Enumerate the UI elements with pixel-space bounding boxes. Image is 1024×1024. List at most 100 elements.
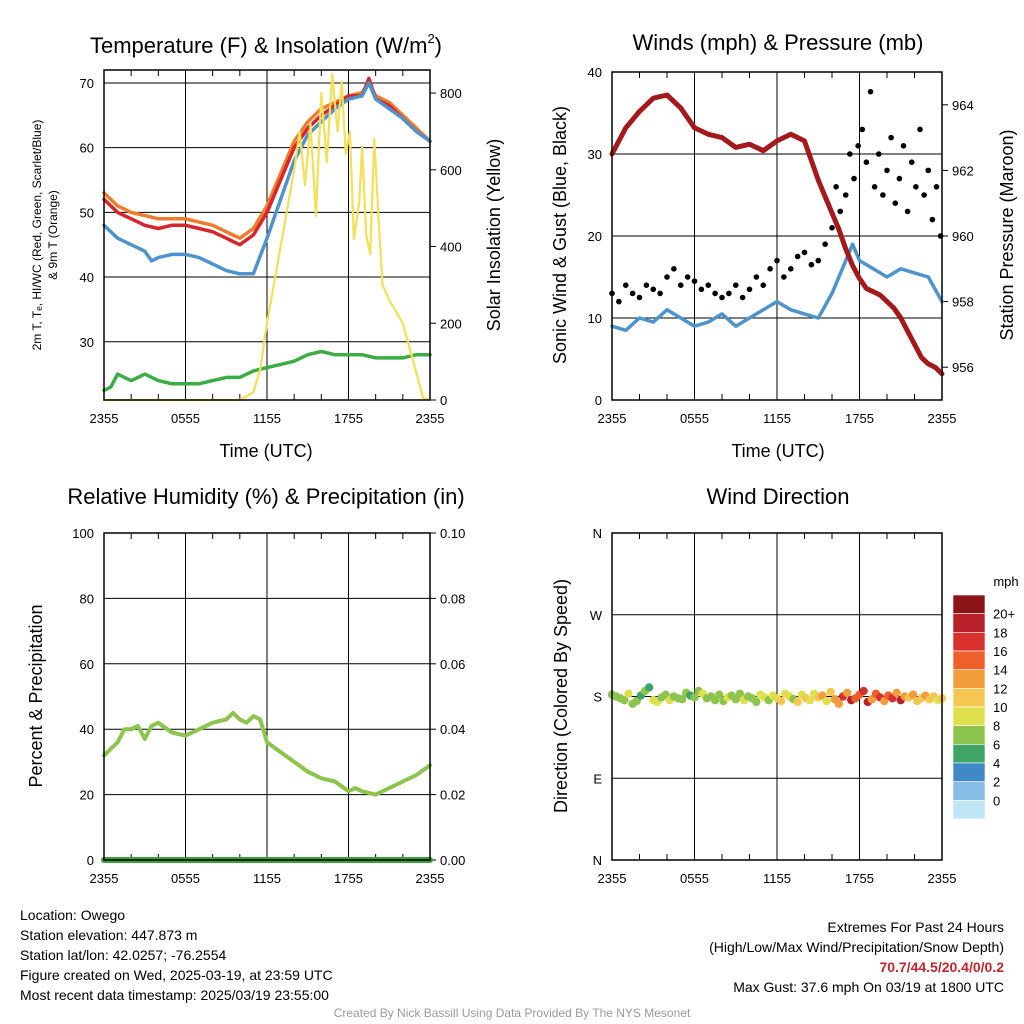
direction-point [822, 696, 831, 706]
direction-point [620, 695, 629, 705]
winds-black-point [719, 294, 725, 301]
winds-y-tick-label: 20 [588, 229, 602, 244]
wind_direction-y-tick-label: S [593, 690, 602, 705]
extremes-info: Extremes For Past 24 Hours (High/Low/Max… [709, 917, 1004, 997]
winds-y-axis-title: Sonic Wind & Gust (Blue, Black) [550, 106, 570, 364]
direction-point [826, 687, 835, 697]
direction-point [859, 686, 868, 696]
winds-x-tick-label: 0555 [680, 411, 709, 426]
direction-point [735, 689, 745, 698]
direction-point [677, 695, 687, 704]
direction-point [793, 697, 802, 707]
humidity-title: Relative Humidity (%) & Precipitation (i… [67, 484, 464, 509]
winds-y-right-tick-label: 960 [952, 229, 974, 244]
direction-point [690, 693, 699, 702]
winds-black-point [929, 216, 936, 223]
figure-created: Figure created on Wed, 2025-03-19, at 23… [20, 967, 333, 983]
winds-frame [611, 71, 943, 401]
winds-black-point [829, 225, 835, 231]
colorbar-swatch [952, 650, 986, 670]
speed-colorbar: mph 20+ 18 16 14 12 10 8 6 4 2 0 [952, 574, 1019, 820]
temperature-x-tick-label: 0555 [171, 411, 200, 426]
direction-point [624, 689, 633, 698]
temperature-plot: 2355 0555 1155 1755 2355 30 40 50 60 70 0 200 400 600… [80, 69, 462, 426]
colorbar-swatch [952, 688, 986, 708]
winds-black-point [712, 290, 718, 297]
colorbar-label: 16 [993, 644, 1007, 659]
wind_direction-x-tick-label: 2355 [928, 871, 957, 886]
temperature-y-tick-label: 70 [80, 76, 94, 91]
colorbar-swatch [952, 800, 986, 820]
winds-panel: Winds (mph) & Pressure (mb) 2355 0555 1155… [550, 30, 1017, 461]
winds-black-point [913, 184, 919, 190]
winds-black-point [925, 167, 932, 174]
colorbar-swatch [952, 762, 986, 782]
colorbar-label: 10 [993, 700, 1007, 715]
colorbar-swatch [952, 781, 986, 801]
station-location: Location: Owego [20, 907, 126, 923]
colorbar-label: 8 [993, 719, 1000, 734]
winds-black-point [859, 126, 866, 133]
winds-black-point [691, 278, 698, 284]
temperature-y-right-tick-label: 0 [440, 393, 447, 408]
winds-y-right-tick-label: 956 [952, 360, 974, 375]
station-info: Location: Owego Station elevation: 447.8… [20, 905, 333, 1005]
humidity-x-tick-label: 2355 [90, 871, 119, 886]
winds-black-point [760, 282, 767, 289]
humidity-x-tick-label: 0555 [171, 871, 200, 886]
winds-black-point [664, 274, 670, 280]
humidity-y-right-tick-label: 0.02 [440, 788, 465, 803]
winds-black-point [671, 266, 677, 272]
winds-black-point [833, 184, 839, 190]
temperature-green-line [102, 349, 432, 393]
colorbar-label: 20+ [993, 607, 1015, 622]
temperature-y-right-tick-label: 800 [440, 86, 462, 101]
humidity-y-tick-label: 0 [87, 853, 94, 868]
winds-black-point [746, 286, 753, 293]
winds-y-right-tick-label: 962 [952, 163, 974, 178]
winds-black-point [677, 282, 684, 289]
winds-black-point [739, 294, 746, 301]
temperature-y-axis-title-line2: & 9m T (Orange) [46, 190, 60, 280]
winds-black-point [657, 290, 663, 297]
winds-black-point [908, 159, 915, 165]
colorbar-label: 2 [993, 775, 1000, 790]
direction-point [752, 697, 761, 707]
temperature-x-tick-label: 2355 [90, 411, 119, 426]
winds-y-right-tick-label: 958 [952, 295, 974, 310]
winds-y-tick-label: 10 [588, 311, 602, 326]
winds-black-point [847, 151, 853, 157]
winds-black-point [842, 192, 849, 198]
winds-black-point [855, 143, 861, 149]
temperature-x-tick-label: 2355 [416, 411, 445, 426]
winds-y-tick-label: 40 [588, 65, 602, 80]
winds-blue-line [610, 242, 944, 333]
temperature-y-tick-label: 30 [80, 335, 94, 350]
colorbar-swatch [952, 744, 986, 764]
colorbar-swatch [952, 725, 986, 745]
winds-black-point [629, 290, 636, 297]
winds-black-point [753, 274, 760, 280]
winds-black-point [892, 200, 899, 206]
humidity-y-tick-label: 80 [80, 591, 94, 606]
winds-y-tick-label: 0 [595, 393, 602, 408]
winds-black-point [732, 282, 739, 289]
humidity-x-tick-label: 1155 [253, 871, 281, 886]
direction-point [834, 699, 844, 708]
direction-y-axis-title: Direction (Colored By Speed) [551, 579, 571, 813]
extremes-title: Extremes For Past 24 Hours [827, 919, 1004, 935]
colorbar-label: 12 [993, 681, 1007, 696]
colorbar-swatch [952, 632, 986, 652]
winds-x-tick-label: 1755 [845, 411, 874, 426]
winds-black-point [884, 167, 890, 174]
temperature-frame [103, 69, 431, 401]
temperature-x-axis-title: Time (UTC) [219, 441, 312, 461]
temperature-panel: Temperature (F) & Insolation (W/m2) 2355… [30, 31, 504, 461]
humidity-rh-line [102, 710, 432, 797]
humidity-y-right-tick-label: 0.04 [440, 722, 465, 737]
winds-black-point [684, 274, 691, 280]
wind_direction-x-tick-label: 2355 [598, 871, 627, 886]
wind_direction-y-tick-label: N [593, 853, 602, 868]
winds-maroon-line [609, 92, 945, 377]
